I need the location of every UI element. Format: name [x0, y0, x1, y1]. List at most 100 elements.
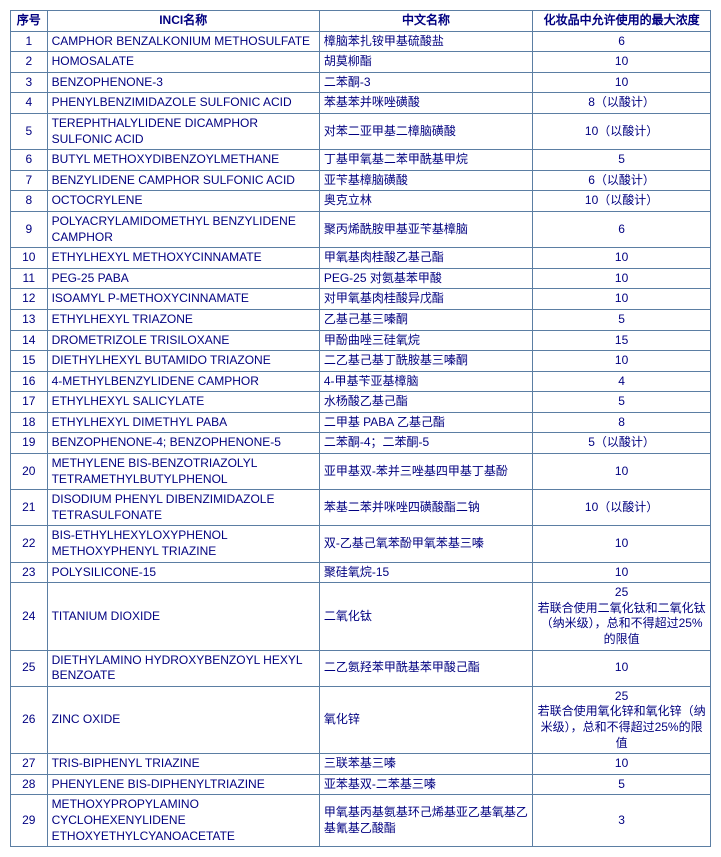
table-row: 29METHOXYPROPYLAMINO CYCLOHEXENYLIDENE E…: [11, 795, 711, 847]
cell-max: 5: [533, 774, 711, 795]
cell-idx: 25: [11, 650, 48, 686]
cell-inci: BENZOPHENONE-4; BENZOPHENONE-5: [47, 433, 319, 454]
cell-cn: PEG-25 对氨基苯甲酸: [319, 268, 532, 289]
cell-cn: 奥克立林: [319, 191, 532, 212]
cell-cn: 4-甲基苄亚基樟脑: [319, 371, 532, 392]
cell-inci: 4-METHYLBENZYLIDENE CAMPHOR: [47, 371, 319, 392]
cell-max: 8（以酸计）: [533, 93, 711, 114]
cell-max: 15: [533, 330, 711, 351]
cell-max: 5（以酸计）: [533, 433, 711, 454]
cell-max: 10: [533, 351, 711, 372]
cell-max: 25 若联合使用二氧化钛和二氧化钛（纳米级），总和不得超过25%的限值: [533, 583, 711, 650]
table-row: 5TEREPHTHALYLIDENE DICAMPHOR SULFONIC AC…: [11, 113, 711, 149]
cell-inci: HOMOSALATE: [47, 52, 319, 73]
table-row: 10ETHYLHEXYL METHOXYCINNAMATE甲氧基肉桂酸乙基己酯1…: [11, 248, 711, 269]
cell-inci: TITANIUM DIOXIDE: [47, 583, 319, 650]
cell-max: 5: [533, 392, 711, 413]
cell-inci: ETHYLHEXYL SALICYLATE: [47, 392, 319, 413]
table-row: 164-METHYLBENZYLIDENE CAMPHOR4-甲基苄亚基樟脑4: [11, 371, 711, 392]
cell-cn: 二乙氨羟苯甲酰基苯甲酸己酯: [319, 650, 532, 686]
cell-cn: 甲氧基肉桂酸乙基己酯: [319, 248, 532, 269]
cell-idx: 23: [11, 562, 48, 583]
cell-max: 25 若联合使用氧化锌和氧化锌（纳米级），总和不得超过25%的限值: [533, 686, 711, 753]
cell-idx: 28: [11, 774, 48, 795]
cell-cn: 双-乙基己氧苯酚甲氧苯基三嗪: [319, 526, 532, 562]
header-max: 化妆品中允许使用的最大浓度: [533, 11, 711, 32]
cell-idx: 22: [11, 526, 48, 562]
cell-inci: BENZOPHENONE-3: [47, 72, 319, 93]
cell-cn: 二苯酮-3: [319, 72, 532, 93]
cell-idx: 6: [11, 150, 48, 171]
cell-cn: 苯基二苯并咪唑四磺酸酯二钠: [319, 490, 532, 526]
cell-idx: 2: [11, 52, 48, 73]
cell-max: 10: [533, 454, 711, 490]
cell-cn: 苯基苯并咪唑磺酸: [319, 93, 532, 114]
cell-cn: 甲氧基丙基氨基环己烯基亚乙基氧基乙基氰基乙酸酯: [319, 795, 532, 847]
header-row: 序号 INCI名称 中文名称 化妆品中允许使用的最大浓度: [11, 11, 711, 32]
table-row: 17ETHYLHEXYL SALICYLATE水杨酸乙基己酯5: [11, 392, 711, 413]
header-inci: INCI名称: [47, 11, 319, 32]
table-row: 24TITANIUM DIOXIDE二氧化钛25 若联合使用二氧化钛和二氧化钛（…: [11, 583, 711, 650]
cell-idx: 16: [11, 371, 48, 392]
cell-idx: 29: [11, 795, 48, 847]
table-row: 12ISOAMYL P-METHOXYCINNAMATE对甲氧基肉桂酸异戊酯10: [11, 289, 711, 310]
cell-max: 10（以酸计）: [533, 113, 711, 149]
cell-max: 4: [533, 371, 711, 392]
cell-inci: DISODIUM PHENYL DIBENZIMIDAZOLE TETRASUL…: [47, 490, 319, 526]
table-row: 22BIS-ETHYLHEXYLOXYPHENOL METHOXYPHENYL …: [11, 526, 711, 562]
cell-idx: 15: [11, 351, 48, 372]
ingredients-table: 序号 INCI名称 中文名称 化妆品中允许使用的最大浓度 1CAMPHOR BE…: [10, 10, 711, 847]
cell-max: 10: [533, 289, 711, 310]
cell-max: 10: [533, 754, 711, 775]
cell-inci: POLYACRYLAMIDOMETHYL BENZYLIDENE CAMPHOR: [47, 211, 319, 247]
cell-idx: 26: [11, 686, 48, 753]
cell-inci: PHENYLBENZIMIDAZOLE SULFONIC ACID: [47, 93, 319, 114]
table-row: 15DIETHYLHEXYL BUTAMIDO TRIAZONE二乙基己基丁酰胺…: [11, 351, 711, 372]
cell-max: 10: [533, 562, 711, 583]
cell-max: 10（以酸计）: [533, 191, 711, 212]
cell-cn: 氧化锌: [319, 686, 532, 753]
table-row: 18ETHYLHEXYL DIMETHYL PABA二甲基 PABA 乙基己酯8: [11, 412, 711, 433]
cell-idx: 20: [11, 454, 48, 490]
cell-inci: BENZYLIDENE CAMPHOR SULFONIC ACID: [47, 170, 319, 191]
cell-inci: ETHYLHEXYL DIMETHYL PABA: [47, 412, 319, 433]
cell-max: 10: [533, 72, 711, 93]
cell-inci: TEREPHTHALYLIDENE DICAMPHOR SULFONIC ACI…: [47, 113, 319, 149]
table-row: 13ETHYLHEXYL TRIAZONE乙基己基三嗪酮5: [11, 309, 711, 330]
cell-cn: 二乙基己基丁酰胺基三嗪酮: [319, 351, 532, 372]
header-idx: 序号: [11, 11, 48, 32]
table-row: 9POLYACRYLAMIDOMETHYL BENZYLIDENE CAMPHO…: [11, 211, 711, 247]
cell-idx: 11: [11, 268, 48, 289]
cell-idx: 8: [11, 191, 48, 212]
cell-inci: OCTOCRYLENE: [47, 191, 319, 212]
table-row: 20METHYLENE BIS-BENZOTRIAZOLYL TETRAMETH…: [11, 454, 711, 490]
cell-idx: 19: [11, 433, 48, 454]
cell-cn: 对苯二亚甲基二樟脑磺酸: [319, 113, 532, 149]
cell-inci: BIS-ETHYLHEXYLOXYPHENOL METHOXYPHENYL TR…: [47, 526, 319, 562]
cell-cn: 聚硅氧烷-15: [319, 562, 532, 583]
table-row: 21DISODIUM PHENYL DIBENZIMIDAZOLE TETRAS…: [11, 490, 711, 526]
cell-cn: 二苯酮-4；二苯酮-5: [319, 433, 532, 454]
table-row: 11PEG-25 PABAPEG-25 对氨基苯甲酸10: [11, 268, 711, 289]
table-row: 14DROMETRIZOLE TRISILOXANE甲酚曲唑三硅氧烷15: [11, 330, 711, 351]
cell-inci: DIETHYLHEXYL BUTAMIDO TRIAZONE: [47, 351, 319, 372]
table-row: 27TRIS-BIPHENYL TRIAZINE三联苯基三嗪10: [11, 754, 711, 775]
cell-max: 5: [533, 309, 711, 330]
cell-idx: 21: [11, 490, 48, 526]
table-row: 6BUTYL METHOXYDIBENZOYLMETHANE丁基甲氧基二苯甲酰基…: [11, 150, 711, 171]
cell-inci: BUTYL METHOXYDIBENZOYLMETHANE: [47, 150, 319, 171]
cell-inci: METHOXYPROPYLAMINO CYCLOHEXENYLIDENE ETH…: [47, 795, 319, 847]
cell-max: 10: [533, 526, 711, 562]
cell-cn: 丁基甲氧基二苯甲酰基甲烷: [319, 150, 532, 171]
cell-idx: 17: [11, 392, 48, 413]
cell-inci: TRIS-BIPHENYL TRIAZINE: [47, 754, 319, 775]
table-body: 1CAMPHOR BENZALKONIUM METHOSULFATE樟脑苯扎铵甲…: [11, 31, 711, 847]
table-row: 19BENZOPHENONE-4; BENZOPHENONE-5二苯酮-4；二苯…: [11, 433, 711, 454]
cell-cn: 二甲基 PABA 乙基己酯: [319, 412, 532, 433]
cell-cn: 水杨酸乙基己酯: [319, 392, 532, 413]
cell-cn: 亚苯基双-二苯基三嗪: [319, 774, 532, 795]
table-row: 3BENZOPHENONE-3二苯酮-310: [11, 72, 711, 93]
cell-max: 10: [533, 52, 711, 73]
cell-cn: 甲酚曲唑三硅氧烷: [319, 330, 532, 351]
cell-idx: 27: [11, 754, 48, 775]
